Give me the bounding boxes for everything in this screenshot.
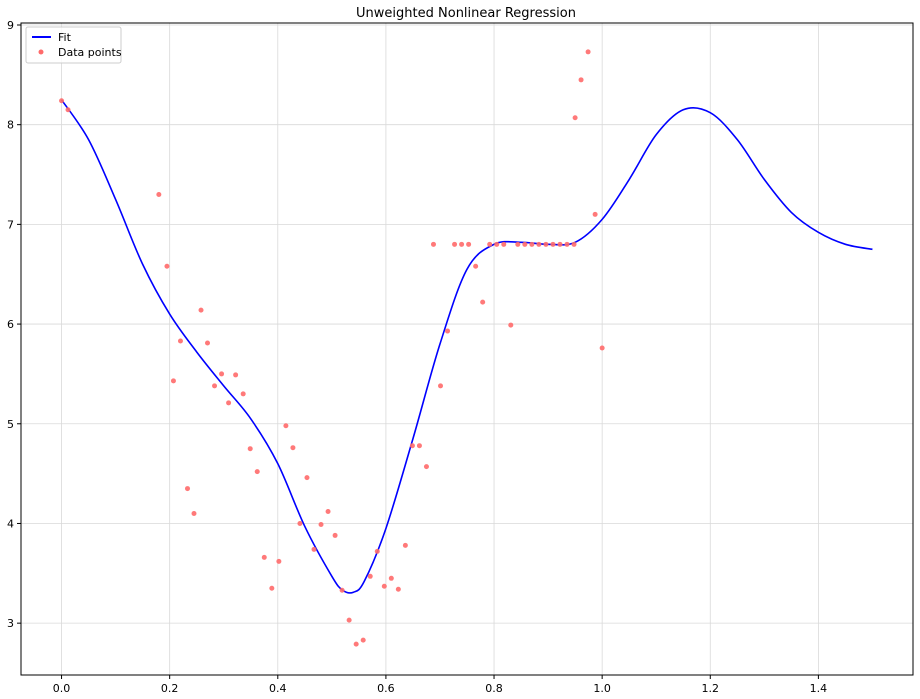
data-point — [480, 299, 486, 305]
data-point — [261, 554, 267, 560]
fit-series — [60, 99, 873, 594]
data-point — [381, 583, 387, 589]
data-point — [501, 241, 507, 247]
data-point — [164, 263, 170, 269]
data-point — [388, 575, 394, 581]
data-point — [198, 307, 204, 313]
data-point — [339, 587, 345, 593]
legend: Fit Data points — [25, 26, 122, 64]
data-point — [423, 464, 429, 470]
y-tick-label: 7 — [7, 218, 14, 231]
data-point — [487, 241, 493, 247]
data-point — [65, 107, 71, 113]
data-point — [578, 77, 584, 83]
data-point — [515, 241, 521, 247]
data-point — [283, 423, 289, 429]
data-point — [459, 241, 465, 247]
data-point — [212, 383, 218, 389]
y-tick-label: 9 — [7, 19, 14, 32]
legend-data-points-label: Data points — [58, 46, 122, 59]
data-point — [522, 241, 528, 247]
data-point — [452, 241, 458, 247]
data-point — [205, 340, 211, 346]
data-point — [402, 542, 408, 548]
data-point — [536, 241, 542, 247]
data-point — [592, 211, 598, 217]
data-point — [311, 546, 317, 552]
data-point — [156, 191, 162, 197]
data-point — [543, 241, 549, 247]
data-point — [430, 241, 436, 247]
data-point — [269, 585, 275, 591]
data-point — [550, 241, 556, 247]
x-tick-label: 1.2 — [702, 682, 720, 695]
data-point — [240, 391, 246, 397]
data-point — [59, 98, 65, 104]
data-point — [226, 400, 232, 406]
data-point — [416, 443, 422, 449]
x-tick-label: 0.2 — [161, 682, 179, 695]
x-tick-label: 1.0 — [593, 682, 611, 695]
data-point — [466, 241, 472, 247]
data-point — [473, 263, 479, 269]
data-point — [325, 509, 331, 515]
data-point — [346, 617, 352, 623]
data-point — [332, 532, 338, 538]
data-point — [572, 115, 578, 121]
x-axis-ticks: 0.0 0.2 0.4 0.6 0.8 1.0 1.2 1.4 — [53, 675, 827, 695]
data-point — [276, 558, 282, 564]
data-point — [353, 641, 359, 647]
x-tick-label: 0.8 — [485, 682, 503, 695]
data-point — [177, 338, 183, 344]
data-point — [529, 241, 535, 247]
data-points-series — [59, 49, 605, 647]
fit-line — [60, 99, 873, 594]
data-point — [445, 328, 451, 334]
data-point — [564, 241, 570, 247]
grid-lines — [21, 23, 913, 675]
data-point — [599, 345, 605, 351]
data-point — [318, 521, 324, 527]
x-tick-label: 1.4 — [810, 682, 828, 695]
data-point — [233, 372, 239, 378]
data-point — [170, 378, 176, 384]
data-point — [508, 322, 514, 328]
data-point — [185, 486, 191, 492]
data-point — [438, 383, 444, 389]
y-axis-ticks: 3 4 5 6 7 8 9 — [7, 19, 21, 630]
chart-title: Unweighted Nonlinear Regression — [356, 6, 576, 21]
data-point — [585, 49, 591, 55]
data-point — [494, 241, 500, 247]
legend-fit-label: Fit — [58, 31, 72, 44]
x-tick-label: 0.4 — [269, 682, 287, 695]
legend-data-points-swatch — [38, 49, 44, 55]
data-point — [409, 443, 415, 449]
y-tick-label: 5 — [7, 418, 14, 431]
data-point — [374, 548, 380, 554]
data-point — [571, 241, 577, 247]
data-point — [367, 573, 373, 579]
y-tick-label: 3 — [7, 617, 14, 630]
y-tick-label: 4 — [7, 517, 14, 530]
data-point — [395, 586, 401, 592]
plot-area-frame — [20, 22, 914, 676]
data-point — [254, 469, 260, 475]
data-point — [191, 510, 197, 516]
data-point — [360, 637, 366, 643]
data-point — [297, 520, 303, 526]
x-tick-label: 0.6 — [377, 682, 395, 695]
y-tick-label: 8 — [7, 119, 14, 132]
data-point — [290, 445, 296, 451]
data-point — [304, 475, 310, 481]
data-point — [219, 371, 225, 377]
x-tick-label: 0.0 — [53, 682, 71, 695]
data-point — [247, 446, 253, 452]
data-point — [557, 241, 563, 247]
y-tick-label: 6 — [7, 318, 14, 331]
